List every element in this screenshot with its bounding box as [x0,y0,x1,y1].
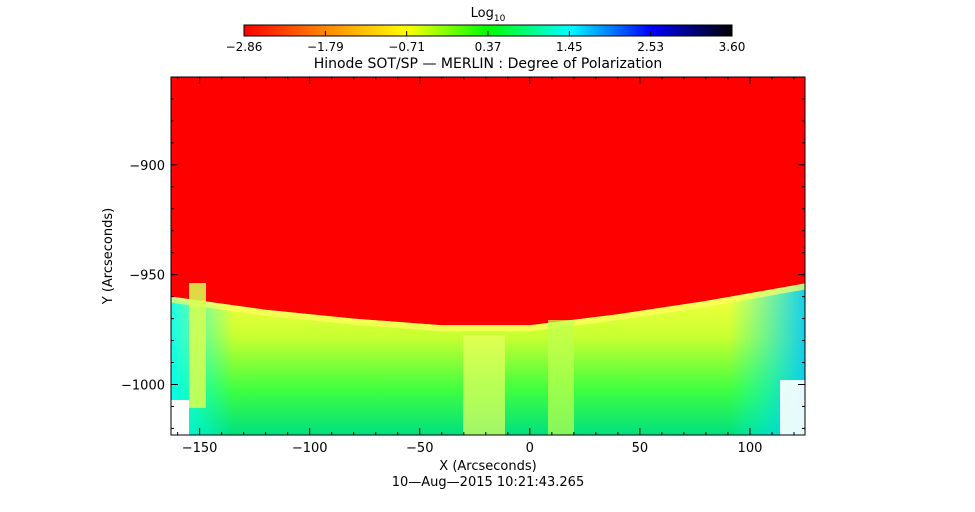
x-axis-label: X (Arcseconds) [439,459,536,474]
plot-frame [170,76,806,436]
white-corner-left [171,400,189,435]
y-axis: −900 −950 −1000 [121,98,805,429]
colorbar-tick-label: 0.37 [475,40,502,54]
vertical-strip-left [189,283,206,408]
x-tick-label: 50 [632,441,649,456]
colorbar-tick-label: −2.86 [226,40,263,54]
colorbar-tick-label: 2.53 [637,40,664,54]
x-tick-label: 100 [738,441,763,456]
colorbar-tick-label: −0.71 [388,40,425,54]
white-corner-right [780,380,805,435]
colorbar-tick-labels: −2.86 −1.79 −0.71 0.37 1.45 2.53 3.60 [226,31,746,54]
vertical-strip-right [548,320,574,435]
vertical-strip-center [463,335,505,435]
y-tick-label: −900 [129,159,165,174]
x-axis: −150 −100 −50 0 50 100 [177,77,795,456]
colorbar-title: Log10 [471,6,506,24]
y-tick-label: −950 [129,269,165,284]
timestamp: 10—Aug—2015 10:21:43.265 [392,475,584,490]
x-tick-label: 0 [526,441,534,456]
x-tick-label: −100 [292,441,328,456]
limb-bright-band [171,283,805,332]
x-tick-label: −50 [406,441,433,456]
colorbar-tick-label: 1.45 [556,40,583,54]
colorbar: Log10 −2.86 −1.79 −0.71 0.37 1.45 2.53 3.60 [226,6,746,54]
colorbar-tick-label: −1.79 [307,40,344,54]
chart-title: Hinode SOT/SP — MERLIN : Degree of Polar… [314,56,663,72]
y-axis-label: Y (Arcseconds) [101,208,116,305]
polarization-image [171,77,805,435]
y-tick-label: −1000 [121,378,165,393]
colorbar-tick-label: 3.60 [719,40,746,54]
x-tick-label: −150 [182,441,218,456]
